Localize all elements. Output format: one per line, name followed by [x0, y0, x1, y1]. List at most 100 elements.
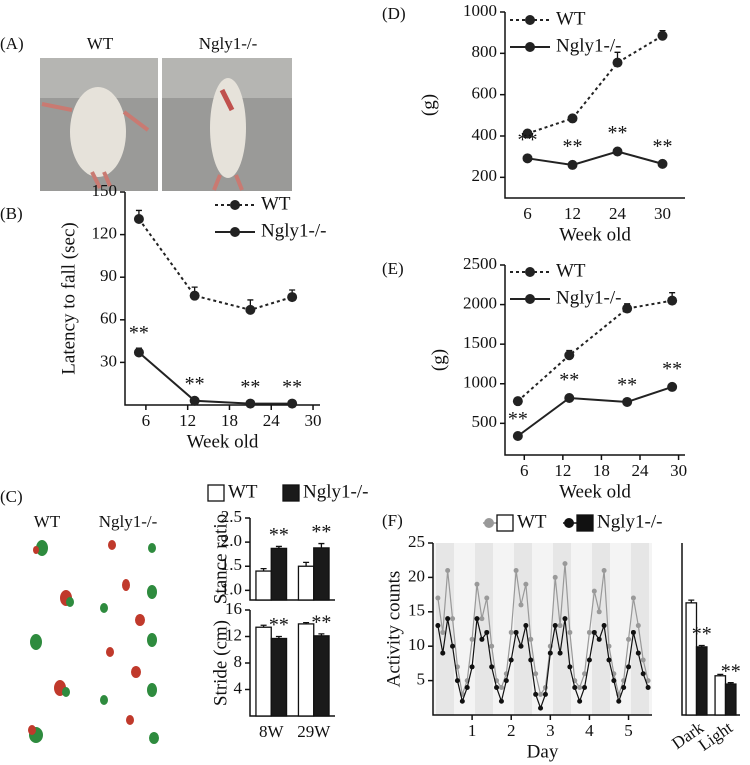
y-tick-label: 5 — [417, 670, 426, 689]
marker — [538, 691, 544, 697]
marker — [582, 684, 588, 690]
marker — [512, 431, 523, 441]
marker — [601, 568, 607, 574]
photo-label: WT — [87, 34, 114, 53]
marker — [667, 381, 678, 392]
footprints — [28, 540, 159, 744]
marker — [591, 588, 597, 594]
y-tick-label: 2.5 — [221, 507, 242, 526]
y-tick-label: 400 — [472, 125, 498, 144]
y-tick-label: 2500 — [463, 254, 497, 273]
bar — [313, 547, 330, 601]
y-tick-label: 90 — [100, 266, 117, 285]
x-axis-label: Week old — [559, 481, 631, 502]
marker — [577, 698, 583, 704]
marker — [606, 657, 612, 663]
legend-label: Ngly1-/- — [556, 287, 621, 308]
legend-swatch — [496, 514, 514, 532]
x-tick-label: 6 — [142, 411, 151, 430]
legend-label: WT — [517, 511, 547, 532]
marker — [533, 691, 539, 697]
x-axis-label: Week old — [559, 224, 631, 245]
legend-label: WT — [228, 481, 258, 502]
significance-label: ** — [692, 623, 712, 645]
legend-label: Ngly1-/- — [261, 220, 326, 241]
legend-label: WT — [261, 193, 291, 214]
y-axis-label: Activity counts — [383, 571, 404, 688]
marker — [667, 295, 678, 306]
marker — [469, 636, 475, 642]
marker — [440, 650, 446, 656]
marker — [552, 574, 558, 580]
panel-label: (F) — [382, 511, 403, 530]
x-tick-label: Light — [695, 718, 736, 755]
footprint-label: Ngly1-/- — [99, 512, 158, 531]
x-tick-label: 12 — [554, 461, 571, 480]
legend-swatch — [282, 484, 300, 502]
x-tick-label: 6 — [523, 204, 532, 223]
marker — [596, 609, 602, 615]
x-tick-label: 30 — [654, 204, 671, 223]
y-tick-label: 150 — [92, 181, 118, 200]
legend-label: Ngly1-/- — [597, 511, 662, 532]
marker — [133, 213, 144, 224]
line — [527, 34, 664, 135]
marker — [245, 304, 256, 315]
x-axis-label: Week old — [187, 431, 259, 452]
marker — [287, 292, 298, 303]
x-tick-label: 12 — [564, 204, 581, 223]
x-tick-label: 18 — [221, 411, 238, 430]
legend-marker — [525, 294, 535, 304]
marker — [657, 158, 668, 169]
marker — [621, 684, 627, 690]
marker — [512, 396, 523, 407]
significance-label: ** — [662, 358, 682, 380]
marker — [552, 623, 558, 629]
significance-label: ** — [653, 135, 673, 157]
marker — [635, 623, 641, 629]
significance-label: ** — [518, 129, 538, 151]
marker — [582, 671, 588, 677]
marker — [503, 678, 509, 684]
marker — [567, 629, 573, 635]
x-tick-label: 5 — [624, 721, 633, 740]
marker — [469, 664, 475, 670]
marker — [133, 347, 144, 358]
marker — [626, 664, 632, 670]
marker — [513, 629, 519, 635]
marker — [591, 629, 597, 635]
y-tick-label: 4 — [234, 678, 243, 697]
marker — [464, 684, 470, 690]
marker — [542, 684, 548, 690]
marker — [474, 616, 480, 622]
y-tick-label: 1.0 — [221, 579, 242, 598]
y-tick-label: 2000 — [463, 293, 497, 312]
marker — [612, 57, 623, 68]
marker — [435, 623, 441, 629]
bar — [685, 602, 698, 716]
y-axis-label: Stride (cm) — [210, 620, 231, 706]
panel-label: (E) — [382, 259, 404, 278]
marker — [601, 623, 607, 629]
x-tick-label: 6 — [520, 461, 529, 480]
marker — [435, 595, 441, 601]
marker — [630, 595, 636, 601]
x-tick-label: 12 — [179, 411, 196, 430]
marker — [611, 678, 617, 684]
bar — [270, 547, 288, 601]
marker — [474, 581, 480, 587]
legend-marker — [484, 518, 494, 528]
marker — [513, 568, 519, 574]
marker — [189, 290, 200, 301]
y-tick-label: 1.5 — [221, 555, 242, 574]
y-tick-label: 1000 — [463, 1, 497, 20]
marker — [533, 671, 539, 677]
significance-label: ** — [508, 408, 528, 430]
legend-label: Ngly1-/- — [556, 35, 621, 56]
marker — [518, 602, 524, 608]
marker — [612, 146, 623, 157]
x-tick-label: 30 — [305, 411, 322, 430]
marker — [445, 616, 451, 622]
marker — [640, 671, 646, 677]
significance-label: ** — [282, 376, 302, 398]
